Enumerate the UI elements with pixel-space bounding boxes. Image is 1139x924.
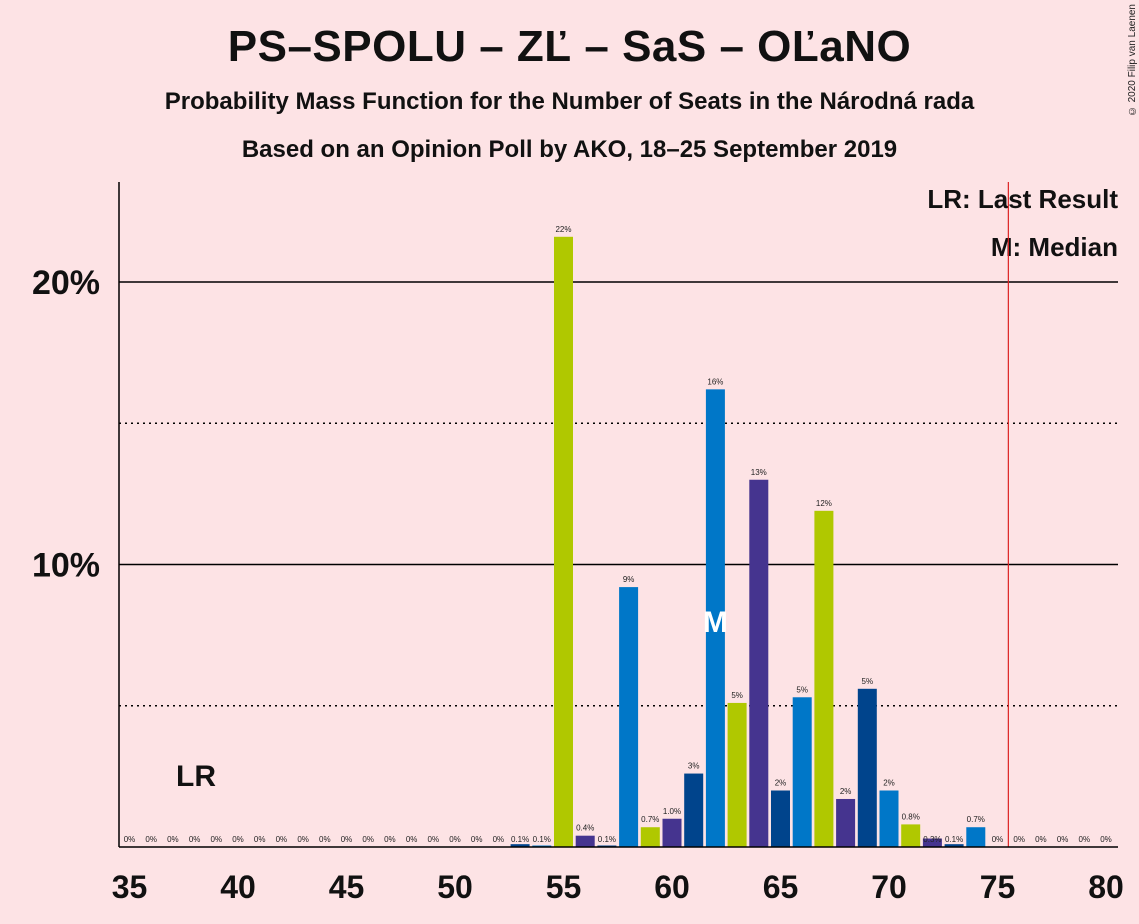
x-tick-label: 70 — [871, 869, 907, 905]
chart-source-line: Based on an Opinion Poll by AKO, 18–25 S… — [241, 136, 898, 163]
chart-subtitle: Probability Mass Function for the Number… — [164, 88, 975, 115]
bar-value-label: 0% — [189, 835, 201, 844]
bar-value-label: 0% — [384, 835, 396, 844]
bar-value-label: 0% — [406, 835, 418, 844]
bar-seats-68 — [836, 798, 856, 847]
bar-value-label: 5% — [862, 677, 874, 686]
legend-median: M: Median — [990, 232, 1118, 262]
bar-value-label: 0% — [449, 835, 461, 844]
x-tick-label: 55 — [546, 869, 582, 905]
bar-value-label: 9% — [623, 575, 635, 584]
bar-value-label: 12% — [816, 499, 832, 508]
bar-value-label: 0% — [341, 835, 353, 844]
x-tick-label: 75 — [980, 869, 1016, 905]
bar-seats-70 — [879, 790, 899, 847]
x-tick-label: 45 — [329, 869, 365, 905]
y-tick-label: 20% — [32, 264, 100, 302]
x-tick-label: 60 — [654, 869, 690, 905]
bar-seats-69 — [857, 688, 877, 847]
bar-value-label: 0.3% — [923, 835, 941, 844]
bar-value-label: 3% — [688, 762, 700, 771]
bar-value-label: 16% — [707, 377, 723, 386]
bar-value-label: 0.1% — [598, 835, 616, 844]
bar-value-label: 0% — [1079, 835, 1091, 844]
bar-value-label: 0% — [124, 835, 136, 844]
bar-value-label: 2% — [883, 779, 895, 788]
y-tick-label: 10% — [32, 547, 100, 585]
x-tick-label: 65 — [763, 869, 799, 905]
bar-value-label: 0.1% — [511, 835, 529, 844]
chart-title: PS–SPOLU – ZĽ – SaS – OĽaNO — [227, 22, 912, 71]
bar-value-label: 0% — [428, 835, 440, 844]
bar-seats-60 — [662, 818, 682, 847]
bar-seats-56 — [575, 835, 595, 847]
bar-value-label: 0.1% — [533, 835, 551, 844]
x-tick-label: 80 — [1088, 869, 1124, 905]
bar-value-label: 1.0% — [663, 807, 681, 816]
last-result-label: LR — [176, 760, 216, 793]
bar-seats-62 — [705, 389, 725, 847]
bar-value-label: 0.4% — [576, 824, 594, 833]
bar-value-label: 0% — [167, 835, 179, 844]
bar-seats-74 — [966, 827, 986, 847]
bar-value-label: 0% — [211, 835, 223, 844]
bar-seats-55 — [554, 236, 573, 848]
bar-seats-61 — [684, 773, 704, 847]
bar-value-label: 22% — [555, 225, 571, 234]
bar-value-label: 0% — [1057, 835, 1069, 844]
bar-value-label: 0% — [254, 835, 266, 844]
bar-value-label: 0% — [145, 835, 157, 844]
x-tick-label: 35 — [112, 869, 148, 905]
bar-seats-59 — [640, 827, 660, 847]
bar-value-label: 0% — [471, 835, 483, 844]
bar-value-label: 2% — [775, 779, 787, 788]
bar-value-label: 0% — [1100, 835, 1112, 844]
bar-seats-71 — [901, 824, 921, 847]
legend-last-result: LR: Last Result — [927, 184, 1118, 214]
bar-seats-65 — [771, 790, 790, 847]
bar-seats-64 — [749, 479, 769, 847]
bar-seats-72 — [922, 838, 942, 847]
bar-value-label: 0.7% — [967, 815, 985, 824]
bar-seats-58 — [619, 587, 639, 847]
bar-value-label: 0% — [297, 835, 309, 844]
bar-seats-66 — [792, 697, 812, 847]
bar-value-label: 0.8% — [902, 812, 920, 821]
bar-value-label: 0% — [1035, 835, 1047, 844]
bar-value-label: 0% — [493, 835, 505, 844]
bar-value-label: 0% — [1013, 835, 1025, 844]
bar-value-label: 0% — [362, 835, 374, 844]
bar-value-label: 0.1% — [945, 835, 963, 844]
bar-value-label: 13% — [751, 468, 767, 477]
bar-value-label: 0% — [319, 835, 331, 844]
bar-seats-63 — [727, 702, 747, 847]
bar-seats-53 — [510, 844, 530, 847]
bar-value-label: 0% — [992, 835, 1004, 844]
median-marker: M — [703, 606, 728, 639]
bar-value-label: 0% — [232, 835, 244, 844]
bar-seats-67 — [814, 510, 834, 847]
bar-value-label: 5% — [731, 691, 743, 700]
bar-value-label: 0.7% — [641, 815, 659, 824]
bar-value-label: 2% — [840, 787, 852, 796]
x-tick-label: 40 — [220, 869, 256, 905]
bar-seats-73 — [944, 844, 964, 847]
x-tick-label: 50 — [437, 869, 473, 905]
bar-value-label: 0% — [276, 835, 288, 844]
bar-value-label: 5% — [796, 685, 808, 694]
